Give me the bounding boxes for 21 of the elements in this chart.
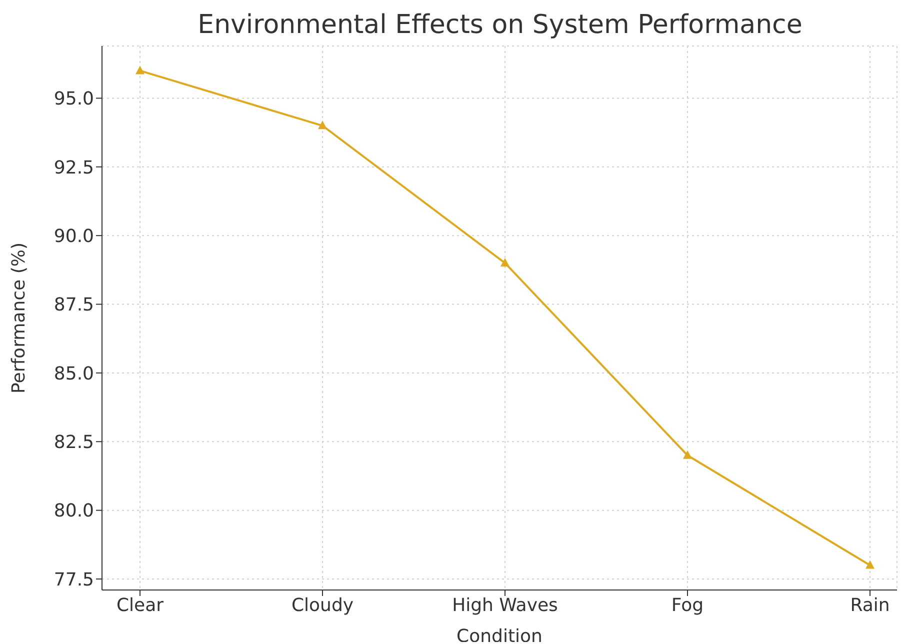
y-tick-label: 87.5 xyxy=(54,294,94,316)
x-tick-label: Fog xyxy=(671,594,704,616)
chart-title: Environmental Effects on System Performance xyxy=(196,9,804,42)
y-tick-label: 95.0 xyxy=(54,88,94,110)
y-tick-label: 80.0 xyxy=(54,500,94,522)
x-tick-label: Rain xyxy=(850,594,890,616)
point xyxy=(683,450,692,459)
point xyxy=(318,120,327,130)
point xyxy=(866,560,874,569)
x-tick-label: Cloudy xyxy=(291,594,354,616)
x-tick-label: Clear xyxy=(116,594,164,616)
y-tick-label: 77.5 xyxy=(54,569,94,590)
y-tick-label: 85.0 xyxy=(54,363,94,384)
y-axis-title: Performance (%) xyxy=(8,242,30,394)
x-axis-title: Condition xyxy=(456,626,542,644)
y-tick-label: 92.5 xyxy=(54,157,94,178)
y-tick-label: 82.5 xyxy=(54,432,94,454)
x-tick-label: High Waves xyxy=(452,594,558,616)
point xyxy=(500,258,510,267)
y-tick-label: 90.0 xyxy=(54,226,94,247)
point xyxy=(136,66,144,74)
